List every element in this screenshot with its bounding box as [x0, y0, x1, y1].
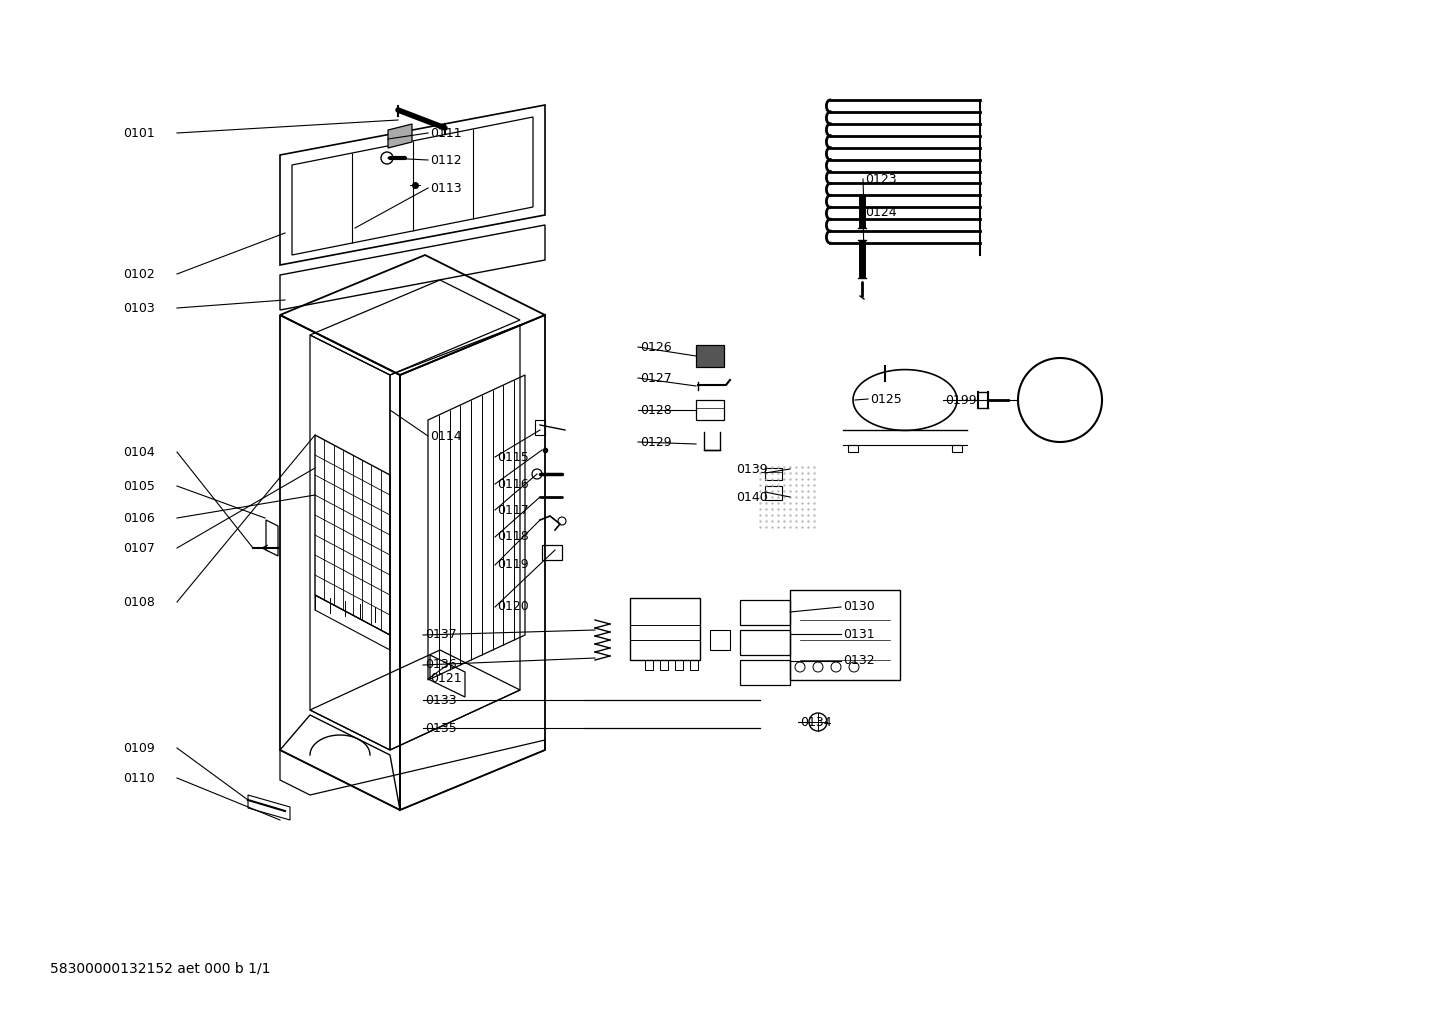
Polygon shape	[388, 124, 412, 148]
Text: 0132: 0132	[844, 654, 875, 667]
Text: 0123: 0123	[865, 172, 897, 185]
Text: 0199: 0199	[945, 393, 976, 407]
Text: 0115: 0115	[497, 450, 529, 464]
Text: 0103: 0103	[123, 302, 154, 315]
Text: 0126: 0126	[640, 340, 672, 354]
Text: 0136: 0136	[425, 658, 457, 672]
Text: 0104: 0104	[123, 445, 154, 459]
Text: 0114: 0114	[430, 429, 461, 442]
Text: 0118: 0118	[497, 531, 529, 543]
Text: 0117: 0117	[497, 503, 529, 517]
Text: 0112: 0112	[430, 154, 461, 166]
Text: 0133: 0133	[425, 694, 457, 706]
Text: 58300000132152 aet 000 b 1/1: 58300000132152 aet 000 b 1/1	[50, 962, 271, 976]
Text: 0108: 0108	[123, 595, 154, 608]
Text: 0128: 0128	[640, 404, 672, 417]
Text: 0124: 0124	[865, 206, 897, 218]
Text: 0106: 0106	[123, 512, 154, 525]
Text: 0110: 0110	[123, 771, 154, 785]
Text: 0135: 0135	[425, 721, 457, 735]
Text: 0140: 0140	[737, 490, 769, 503]
Text: 0109: 0109	[123, 742, 154, 754]
Text: 0134: 0134	[800, 715, 832, 729]
Polygon shape	[696, 345, 724, 367]
Text: 0111: 0111	[430, 126, 461, 140]
Text: 0139: 0139	[737, 463, 769, 476]
Text: 0130: 0130	[844, 600, 875, 613]
Text: 0131: 0131	[844, 628, 875, 641]
Text: 0137: 0137	[425, 629, 457, 642]
Text: 0102: 0102	[123, 268, 154, 280]
Text: 0116: 0116	[497, 478, 529, 490]
Text: 0121: 0121	[430, 673, 461, 686]
Text: 0129: 0129	[640, 435, 672, 448]
Text: 0107: 0107	[123, 541, 154, 554]
Text: 0125: 0125	[870, 392, 901, 406]
Text: 0105: 0105	[123, 480, 154, 492]
Text: 0119: 0119	[497, 558, 529, 572]
Text: 0120: 0120	[497, 600, 529, 613]
Text: 0113: 0113	[430, 181, 461, 195]
Text: 0127: 0127	[640, 372, 672, 384]
Text: 0101: 0101	[123, 126, 154, 140]
